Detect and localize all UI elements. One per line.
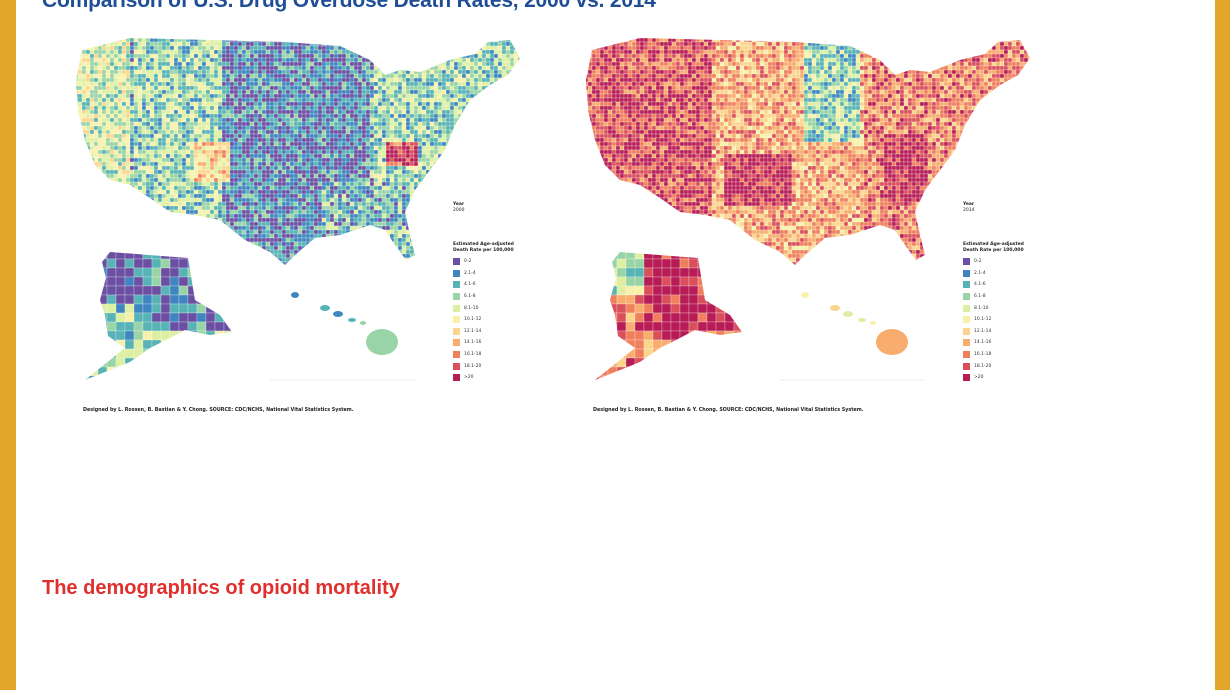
legend-item: 10.1-12 — [453, 314, 553, 326]
legend-items-2014: 0-2 2.1-4 4.1-6 6.1-8 8.1-10 10.1-12 12.1-14 14… — [963, 256, 1063, 384]
legend-item: 14.1-16 — [453, 337, 553, 349]
legend-item: 10.1-12 — [963, 314, 1063, 326]
legend-item: 12.1-14 — [453, 326, 553, 338]
legend-swatch — [453, 281, 460, 289]
legend-item: 6.1-8 — [453, 291, 553, 303]
legend-item: 2.1-4 — [963, 268, 1063, 280]
legend-swatch — [453, 339, 460, 347]
map-credit-2014: Designed by L. Rossen, B. Bastian & Y. C… — [593, 408, 864, 413]
legend-year: 2000 — [453, 207, 465, 213]
legend-item-label: 12.1-14 — [974, 328, 992, 334]
legend-swatch — [453, 258, 460, 266]
legend-item: >20 — [963, 372, 1063, 384]
legend-swatch — [453, 362, 460, 370]
legend-swatch — [453, 327, 460, 335]
legend-swatch — [963, 339, 970, 347]
legend-item: 16.1-18 — [453, 349, 553, 361]
legend-item-label: 10.1-12 — [974, 317, 992, 323]
legend-item-label: 0-2 — [974, 259, 982, 265]
legend-year-label: Year — [453, 202, 465, 207]
legend-item: 8.1-10 — [453, 302, 553, 314]
slide-title: Comparison of U.S. Drug Overdose Death R… — [42, 0, 656, 12]
legend-item: 14.1-16 — [963, 337, 1063, 349]
us-county-map-2014 — [586, 38, 1030, 381]
map-panel-2014: Year 2014 Estimated Age-adjusted Death R… — [580, 30, 1060, 420]
legend-swatch — [453, 316, 460, 324]
legend-item-label: 12.1-14 — [464, 328, 482, 334]
legend-swatch — [963, 374, 970, 382]
legend-swatch — [963, 293, 970, 301]
legend-item: 0-2 — [453, 256, 553, 268]
legend-swatch — [963, 304, 970, 312]
map-credit-2000: Designed by L. Rossen, B. Bastian & Y. C… — [83, 408, 354, 413]
legend-swatch — [453, 269, 460, 277]
legend-title-line1: Estimated Age-adjusted — [453, 242, 514, 247]
legend-title-line2: Death Rate per 100,000 — [453, 247, 514, 253]
legend-item-label: 4.1-6 — [464, 282, 476, 288]
legend-swatch — [963, 316, 970, 324]
legend-item: 6.1-8 — [963, 291, 1063, 303]
legend-item-label: 6.1-8 — [974, 294, 986, 300]
hawaii-2014 — [780, 292, 925, 381]
legend-item-label: 2.1-4 — [464, 270, 476, 276]
legend-swatch — [963, 351, 970, 359]
legend-item-label: 4.1-6 — [974, 282, 986, 288]
legend-item: 18.1-20 — [453, 360, 553, 372]
section-subheading: The demographics of opioid mortality — [42, 577, 400, 599]
hawaii-2000 — [270, 292, 415, 381]
legend-item-label: 2.1-4 — [974, 270, 986, 276]
slide-border-left — [0, 0, 16, 690]
legend-item: 4.1-6 — [963, 279, 1063, 291]
legend-item-label: 16.1-18 — [464, 352, 482, 358]
legend-item-label: 14.1-16 — [974, 340, 992, 346]
legend-item: 4.1-6 — [453, 279, 553, 291]
slide-border-right — [1215, 0, 1230, 690]
legend-swatch — [453, 351, 460, 359]
legend-item: 12.1-14 — [963, 326, 1063, 338]
legend-swatch — [453, 293, 460, 301]
alaska-cells-2014 — [595, 252, 742, 380]
legend-item-label: 18.1-20 — [464, 363, 482, 369]
legend-2014: Year 2014 Estimated Age-adjusted Death R… — [963, 202, 1063, 384]
legend-swatch — [963, 269, 970, 277]
legend-item-label: >20 — [974, 375, 984, 381]
legend-items-2000: 0-2 2.1-4 4.1-6 6.1-8 8.1-10 10.1-12 12.1-14 14… — [453, 256, 553, 384]
legend-item: >20 — [453, 372, 553, 384]
legend-item: 0-2 — [963, 256, 1063, 268]
map-panel-2000: Year 2000 Estimated Age-adjusted Death R… — [70, 30, 550, 420]
legend-title-line1: Estimated Age-adjusted — [963, 242, 1024, 247]
legend-title-line2: Death Rate per 100,000 — [963, 247, 1024, 253]
legend-item: 18.1-20 — [963, 360, 1063, 372]
legend-item: 16.1-18 — [963, 349, 1063, 361]
legend-swatch — [453, 374, 460, 382]
legend-item-label: 10.1-12 — [464, 317, 482, 323]
us-county-map-2000 — [76, 38, 520, 381]
legend-2000: Year 2000 Estimated Age-adjusted Death R… — [453, 202, 553, 384]
alaska-cells-2000 — [85, 252, 232, 380]
legend-title: Estimated Age-adjusted Death Rate per 10… — [963, 242, 1063, 253]
legend-item-label: 16.1-18 — [974, 352, 992, 358]
legend-swatch — [963, 258, 970, 266]
legend-item-label: >20 — [464, 375, 474, 381]
legend-year-label: Year — [963, 202, 975, 207]
legend-swatch — [453, 304, 460, 312]
legend-title: Estimated Age-adjusted Death Rate per 10… — [453, 242, 553, 253]
legend-item-label: 14.1-16 — [464, 340, 482, 346]
legend-swatch — [963, 281, 970, 289]
legend-item: 2.1-4 — [453, 268, 553, 280]
legend-item-label: 6.1-8 — [464, 294, 476, 300]
legend-item-label: 0-2 — [464, 259, 472, 265]
legend-swatch — [963, 362, 970, 370]
legend-item-label: 8.1-10 — [974, 305, 989, 311]
legend-year: 2014 — [963, 207, 975, 213]
legend-item: 8.1-10 — [963, 302, 1063, 314]
legend-item-label: 8.1-10 — [464, 305, 479, 311]
legend-swatch — [963, 327, 970, 335]
legend-item-label: 18.1-20 — [974, 363, 992, 369]
